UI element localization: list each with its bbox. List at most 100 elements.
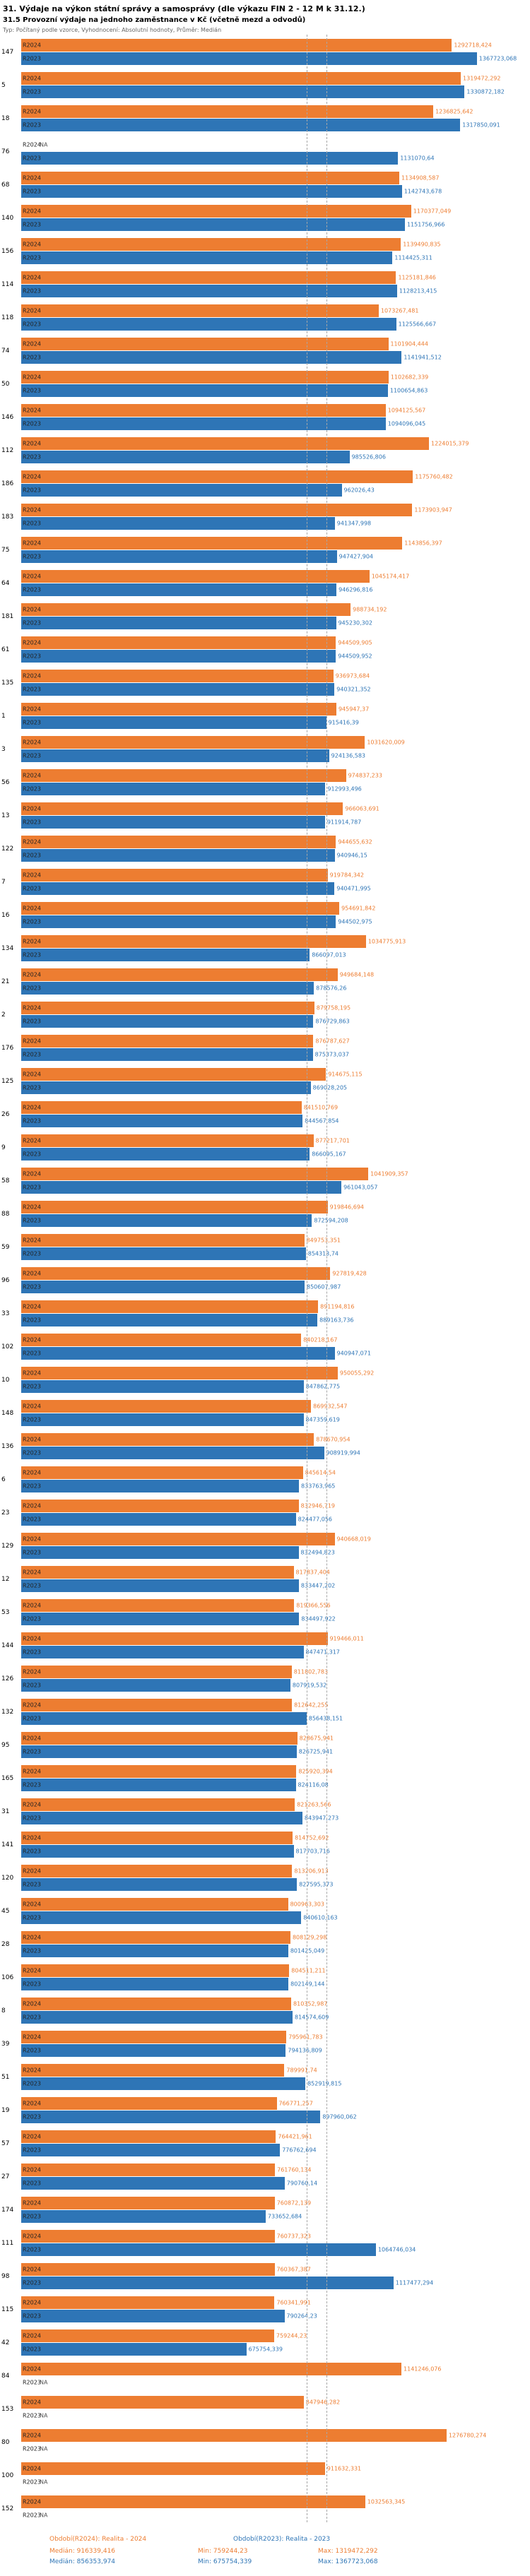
legend-item-r2023: Období(R2023): Realita - 2023 — [233, 2536, 331, 2544]
value-label-r2024: 760872,139 — [276, 2200, 312, 2207]
series-label-r2024: R2024 — [23, 1735, 41, 1742]
group-id-label: 31 — [1, 1808, 10, 1816]
bar-pair: R2024 1236825,642 R2023 1317850,091 — [21, 105, 500, 132]
bar-r2024 — [21, 205, 411, 218]
series-label-r2024: R2024 — [23, 2498, 41, 2505]
value-label-r2023: 844567,854 — [305, 1117, 339, 1124]
series-label-r2023: R2023 — [23, 2479, 41, 2486]
group-id-label: 12 — [1, 1576, 10, 1584]
bar-r2024 — [21, 2495, 365, 2509]
bar-pair: R2024 949684,148 R2023 878576,26 — [21, 968, 488, 995]
bar-r2024 — [21, 39, 452, 52]
bar-pair: R2024 760341,991 R2023 790264,23 — [21, 2296, 488, 2323]
series-label-r2023: R2023 — [23, 1018, 41, 1025]
bar-r2023 — [21, 650, 336, 663]
group-id-label: 181 — [1, 613, 14, 621]
bar-r2023 — [21, 2077, 306, 2091]
group-id-label: 6 — [1, 1476, 6, 1484]
bar-r2023 — [21, 617, 336, 630]
bar-row-r2023: R2023 843947,273 — [21, 1812, 488, 1825]
bar-group: 19 R2024 766771,257 R2023 897960,062 — [0, 2097, 530, 2124]
series-label-r2023: R2023 — [23, 1947, 41, 1954]
bar-pair: R2024 800963,303 R2023 840610,163 — [21, 1898, 488, 1925]
bar-pair: R2024 911632,331 R2023 NA — [21, 2462, 488, 2489]
value-label-r2023: 961043,057 — [343, 1184, 378, 1191]
bar-r2024 — [21, 2097, 277, 2111]
series-label-r2024: R2024 — [23, 838, 41, 845]
bar-row-r2023: R2023 801425,049 — [21, 1945, 488, 1958]
bar-row-r2023: R2023 872594,208 — [21, 1214, 488, 1228]
group-id-label: 68 — [1, 182, 10, 189]
bar-pair: R2024 944655,632 R2023 940946,15 — [21, 836, 488, 862]
bar-row-r2023: R2023 1141941,512 — [21, 351, 488, 364]
series-label-r2023: R2023 — [23, 188, 41, 195]
value-label-r2023: 840610,163 — [303, 1914, 338, 1921]
group-id-label: 174 — [1, 2207, 14, 2214]
stat-max-r2023: Max: 1367723,068 — [318, 2558, 378, 2566]
group-id-label: 100 — [1, 2472, 14, 2480]
series-label-r2023: R2023 — [23, 686, 41, 693]
bar-pair: R2024 1224015,379 R2023 985526,806 — [21, 437, 488, 464]
bar-pair: R2024 840218,167 R2023 940947,071 — [21, 1334, 488, 1360]
value-label-r2024: 950055,292 — [339, 1370, 375, 1377]
bar-row-r2023: R2023 1100654,863 — [21, 384, 488, 398]
bar-r2024 — [21, 802, 343, 816]
group-id-label: 9 — [1, 1144, 6, 1152]
bar-row-r2024: R2024 940668,019 — [21, 1533, 488, 1546]
bar-r2024 — [21, 2363, 401, 2376]
bar-row-r2024: R2024 1102682,339 — [21, 371, 488, 384]
series-label-r2023: R2023 — [23, 221, 41, 228]
bar-row-r2023: R2023 847862,775 — [21, 1380, 488, 1394]
value-label-r2024: 766771,257 — [278, 2100, 313, 2107]
series-label-r2024: R2024 — [23, 241, 41, 248]
bar-group: 50 R2024 1102682,339 R2023 1100654,863 — [0, 371, 530, 398]
legend-item-r2024: Období(R2024): Realita - 2024 — [49, 2536, 147, 2544]
group-id-label: 53 — [1, 1609, 10, 1617]
value-label-r2024: 1031620,009 — [367, 739, 405, 746]
value-label-r2023: 985526,806 — [351, 453, 386, 461]
bar-r2024 — [21, 902, 340, 915]
bar-row-r2024: R2024 1224015,379 — [21, 437, 488, 451]
value-label-r2024: 940668,019 — [336, 1536, 371, 1543]
bar-r2024 — [21, 769, 346, 783]
bar-row-r2023: R2023 824477,056 — [21, 1513, 488, 1526]
group-id-label: 56 — [1, 779, 10, 787]
bar-r2024 — [21, 670, 334, 683]
series-label-r2024: R2024 — [23, 971, 41, 978]
value-label-r2023: NA — [40, 2512, 48, 2519]
bar-row-r2024: R2024 813206,913 — [21, 1865, 488, 1878]
value-label-r2024: 914675,115 — [328, 1071, 363, 1078]
series-label-r2023: R2023 — [23, 420, 41, 427]
series-label-r2023: R2023 — [23, 1815, 41, 1822]
group-id-label: 7 — [1, 879, 6, 886]
bar-r2024 — [21, 968, 338, 982]
group-id-label: 112 — [1, 447, 14, 455]
series-label-r2023: R2023 — [23, 487, 41, 494]
bar-pair: R2024 759244,23 R2023 675754,339 — [21, 2329, 488, 2356]
bar-row-r2024: R2024 1139490,835 — [21, 238, 488, 251]
bar-group: 61 R2024 944509,905 R2023 944509,952 — [0, 636, 530, 663]
series-label-r2023: R2023 — [23, 553, 41, 560]
bar-pair: R2024 1031620,009 R2023 924136,583 — [21, 736, 488, 763]
bar-r2023 — [21, 351, 402, 364]
value-label-r2023: 908919,994 — [326, 1449, 360, 1456]
bar-r2024 — [21, 1068, 326, 1081]
bar-group: 59 R2024 849753,351 R2023 854313,74 — [0, 1234, 530, 1261]
series-label-r2023: R2023 — [23, 2279, 41, 2286]
bar-group: 132 R2024 812642,255 R2023 856438,151 — [0, 1699, 530, 1726]
series-label-r2023: R2023 — [23, 2445, 41, 2452]
value-label-r2024: 974837,233 — [348, 772, 382, 779]
bar-row-r2023: R2023 790264,23 — [21, 2310, 488, 2323]
bar-group: 26 R2024 841510,769 R2023 844567,854 — [0, 1101, 530, 1128]
bar-group: 95 R2024 828675,941 R2023 826725,941 — [0, 1732, 530, 1759]
series-label-r2024: R2024 — [23, 506, 41, 514]
bar-r2024 — [21, 304, 379, 318]
bar-pair: R2024 988734,192 R2023 945230,302 — [21, 603, 488, 630]
value-label-r2024: 1134908,587 — [401, 174, 440, 182]
bar-r2023 — [21, 119, 461, 132]
group-id-label: 141 — [1, 1841, 14, 1849]
bar-group: 12 R2024 817837,404 R2023 833447,202 — [0, 1566, 530, 1593]
bar-group: 144 R2024 919466,011 R2023 847471,317 — [0, 1632, 530, 1659]
bar-pair: R2024 950055,292 R2023 847862,775 — [21, 1367, 488, 1394]
bar-row-r2024: R2024 944655,632 — [21, 836, 488, 849]
